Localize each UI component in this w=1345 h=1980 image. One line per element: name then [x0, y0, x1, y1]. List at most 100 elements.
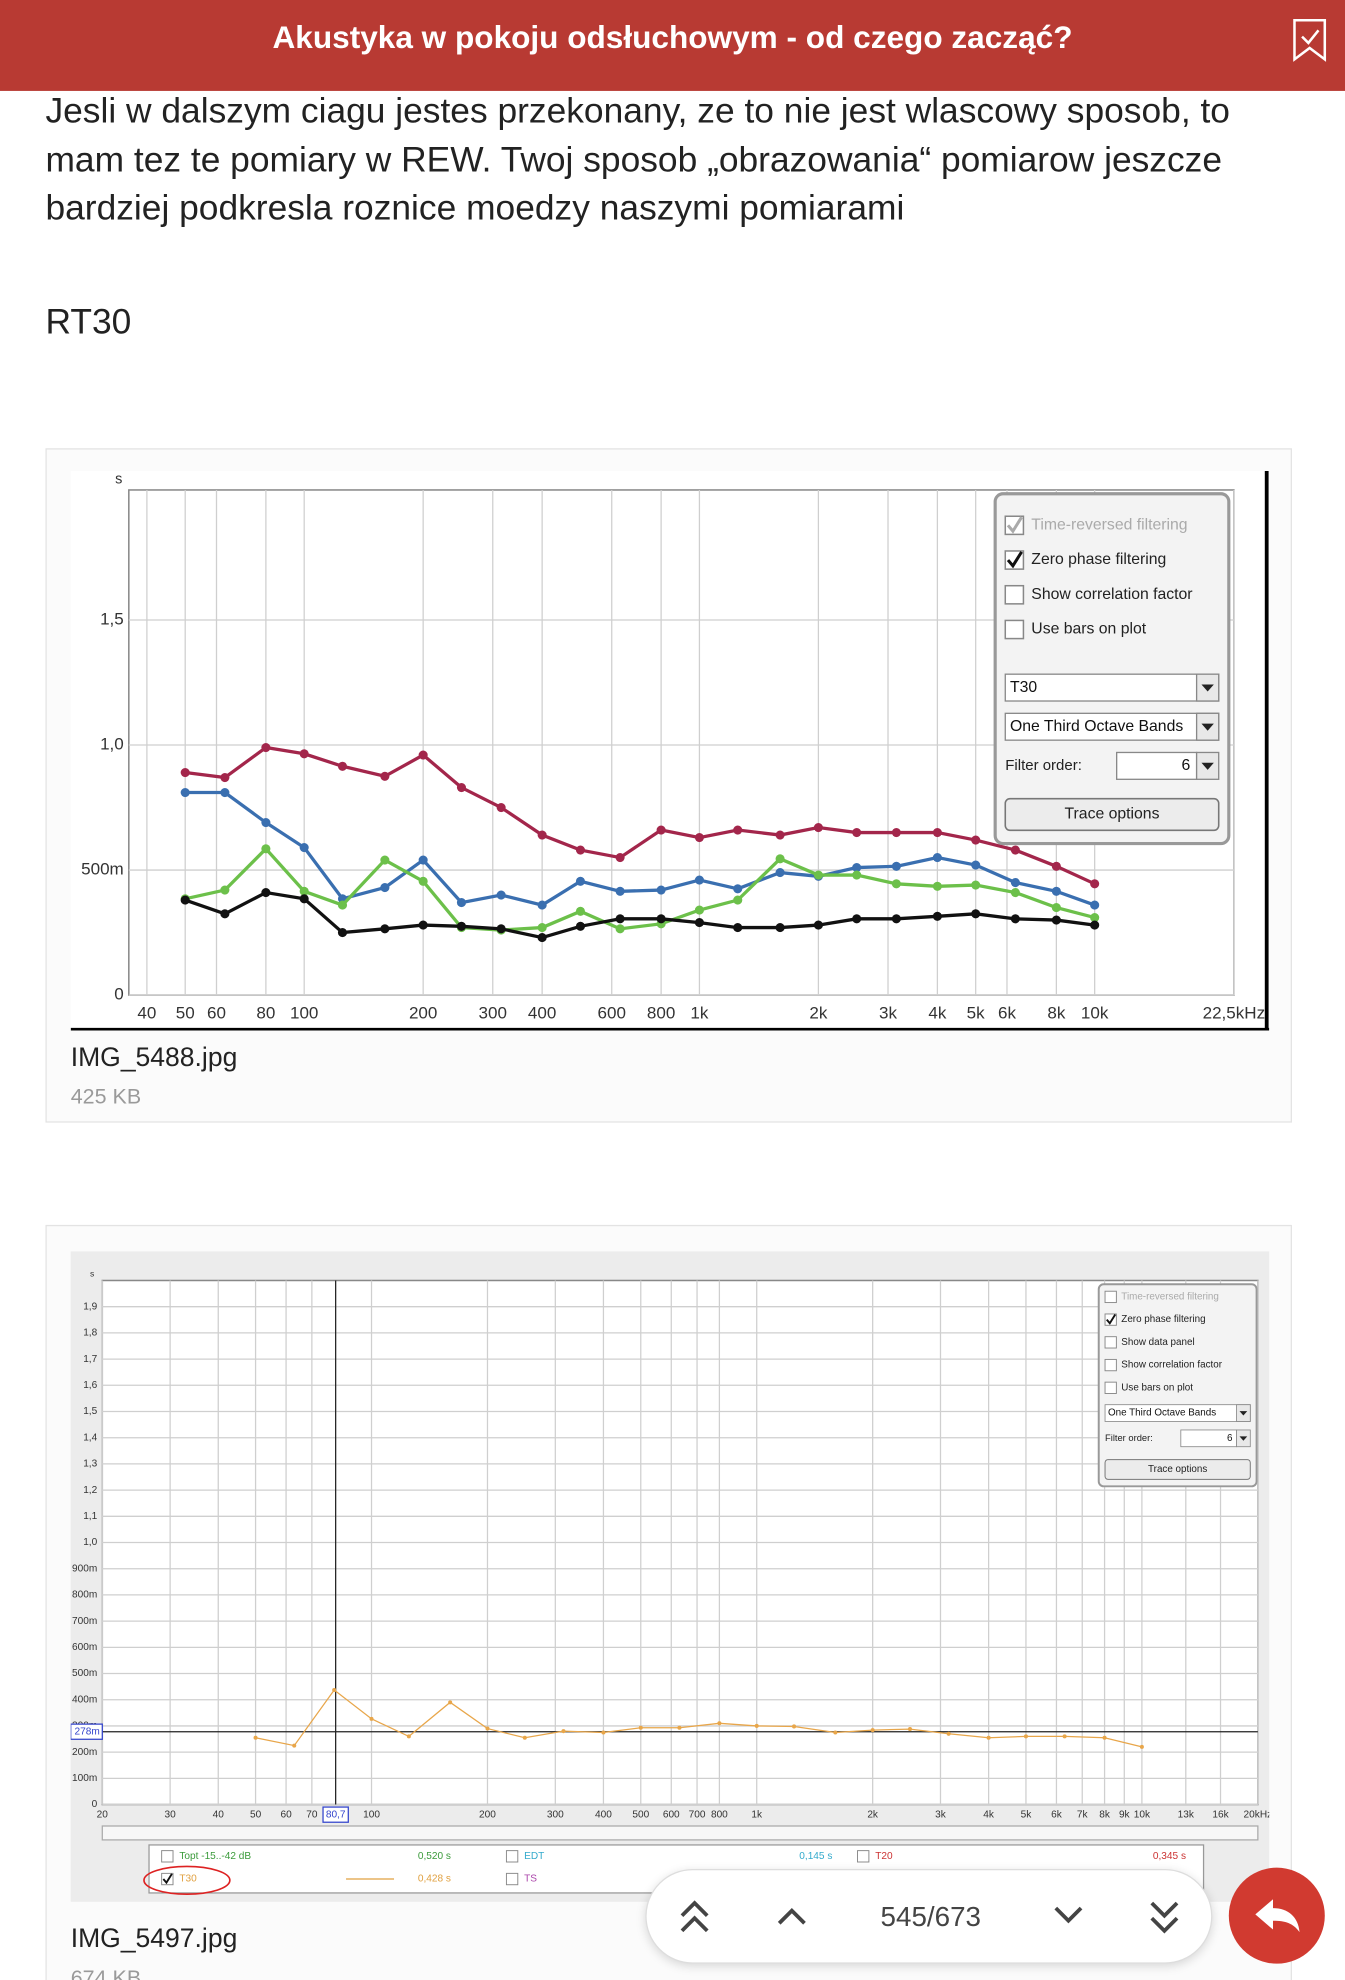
data-point — [261, 888, 271, 898]
x-tick-label: 600 — [598, 1004, 626, 1023]
file-size: 674 KB — [70, 1966, 142, 1980]
data-point — [299, 886, 309, 896]
data-point — [180, 895, 190, 905]
filter-order-arrow — [1201, 762, 1214, 770]
attachment-card[interactable]: s0100m200m300m400m500m600m700m800m900m1,… — [45, 1224, 1292, 1980]
option-label: Use bars on plot — [1031, 621, 1146, 638]
data-point — [932, 911, 942, 921]
select-box — [1004, 712, 1220, 741]
option-label: Show correlation factor — [1121, 1360, 1222, 1371]
filter-order-value: 6 — [1182, 757, 1191, 774]
data-point — [522, 1735, 527, 1740]
data-point — [615, 914, 625, 924]
chart-image: s0100m200m300m400m500m600m700m800m900m1,… — [70, 1251, 1270, 1902]
y-tick-label: 1,6 — [83, 1380, 97, 1391]
data-point — [1023, 1734, 1028, 1739]
data-point — [615, 886, 625, 896]
x-tick-label: 8k — [1047, 1004, 1065, 1023]
x-tick-label: 10k — [1081, 1004, 1109, 1023]
select-value: One Third Octave Bands — [1108, 1408, 1216, 1419]
x-tick-label: 100 — [363, 1809, 380, 1820]
option-label: Use bars on plot — [1121, 1382, 1193, 1393]
previous-button[interactable] — [774, 1903, 809, 1928]
checkbox — [161, 1850, 174, 1863]
x-tick-label: 4k — [928, 1004, 946, 1023]
checkbox — [1104, 1313, 1117, 1326]
checkbox — [1004, 619, 1025, 640]
data-point — [775, 923, 785, 933]
data-point — [406, 1734, 411, 1739]
data-point — [337, 900, 348, 910]
data-point — [852, 870, 862, 880]
y-axis-unit: s — [115, 472, 122, 488]
post-heading: RT30 — [45, 301, 132, 341]
post-text: Jesli w dalszym ciagu jestes przekonany,… — [45, 90, 1230, 228]
data-point — [946, 1731, 951, 1736]
x-tick-label: 3k — [935, 1809, 947, 1820]
x-tick-label: 40 — [137, 1004, 156, 1023]
attachment-card[interactable]: s 0 500m 1,0 1,5 40 50 60 80 100 200 300 400 600 800 1k… — [45, 448, 1292, 1123]
y-axis-unit: s — [90, 1269, 94, 1279]
data-point — [1010, 845, 1020, 855]
bookmark-icon[interactable] — [1291, 18, 1329, 63]
x-tick-label: 200 — [409, 1004, 437, 1023]
x-tick-label: 70 — [306, 1809, 318, 1820]
chart-image: s 0 500m 1,0 1,5 40 50 60 80 100 200 300 400 600 800 1k… — [70, 471, 1270, 1031]
x-tick-label: 7k — [1077, 1809, 1089, 1820]
x-tick-label: 100 — [290, 1004, 318, 1023]
data-panel-value: 0,520 s — [418, 1851, 451, 1862]
reply-button[interactable] — [1228, 1866, 1327, 1964]
x-tick-label: 800 — [647, 1004, 675, 1023]
data-point — [180, 767, 190, 778]
button-label: Trace options — [1148, 1464, 1207, 1475]
data-point — [418, 750, 428, 760]
select-value: One Third Octave Bands — [1010, 718, 1183, 735]
y-tick-label: 1,9 — [83, 1301, 97, 1312]
data-point — [337, 761, 348, 771]
data-point — [907, 1727, 913, 1732]
first-button[interactable] — [677, 1898, 712, 1936]
data-point — [369, 1716, 374, 1721]
y-tick-label: 500m — [72, 1668, 97, 1679]
data-point — [561, 1729, 566, 1734]
x-tick-label: 60 — [280, 1809, 292, 1820]
data-point — [575, 876, 585, 886]
cursor-label-box — [322, 1806, 349, 1823]
data-point — [456, 898, 467, 908]
x-tick-label: 13k — [1178, 1809, 1195, 1820]
y-tick-label: 400m — [72, 1694, 97, 1705]
data-point — [299, 749, 309, 759]
data-point — [1102, 1735, 1107, 1740]
y-tick-label: 1,0 — [83, 1537, 97, 1548]
topic-title: Akustyka w pokoju odsłuchowym - od czego… — [272, 20, 1073, 56]
y-tick-label: 100m — [72, 1773, 97, 1784]
data-point — [1051, 861, 1061, 871]
data-point — [220, 909, 230, 919]
data-point — [971, 835, 981, 845]
select-arrow — [1201, 723, 1214, 731]
data-point — [694, 918, 704, 928]
last-button[interactable] — [1147, 1898, 1182, 1936]
next-button[interactable] — [1051, 1903, 1086, 1928]
y-tick-label: 1,1 — [83, 1511, 97, 1522]
data-point — [418, 876, 428, 886]
checkbox — [857, 1850, 870, 1863]
series-line — [255, 1689, 1143, 1748]
trace-options-button[interactable] — [1004, 797, 1220, 832]
data-panel-value: 0,428 s — [418, 1874, 451, 1885]
data-point — [380, 924, 390, 934]
data-point — [1090, 900, 1100, 910]
data-point — [448, 1700, 453, 1705]
data-panel-label: T20 — [875, 1851, 893, 1862]
series-line — [184, 745, 1096, 886]
x-tick-label: 600 — [663, 1809, 680, 1820]
filter-order-label: Filter order: — [1005, 757, 1082, 774]
x-tick-label: 400 — [595, 1809, 612, 1820]
x-tick-label: 5k — [1021, 1809, 1033, 1820]
y-tick-label: 1,4 — [83, 1432, 97, 1443]
x-tick-label: 300 — [479, 1004, 507, 1023]
data-point — [380, 771, 390, 781]
trace-options-button[interactable] — [1104, 1459, 1251, 1480]
data-point — [717, 1721, 722, 1726]
